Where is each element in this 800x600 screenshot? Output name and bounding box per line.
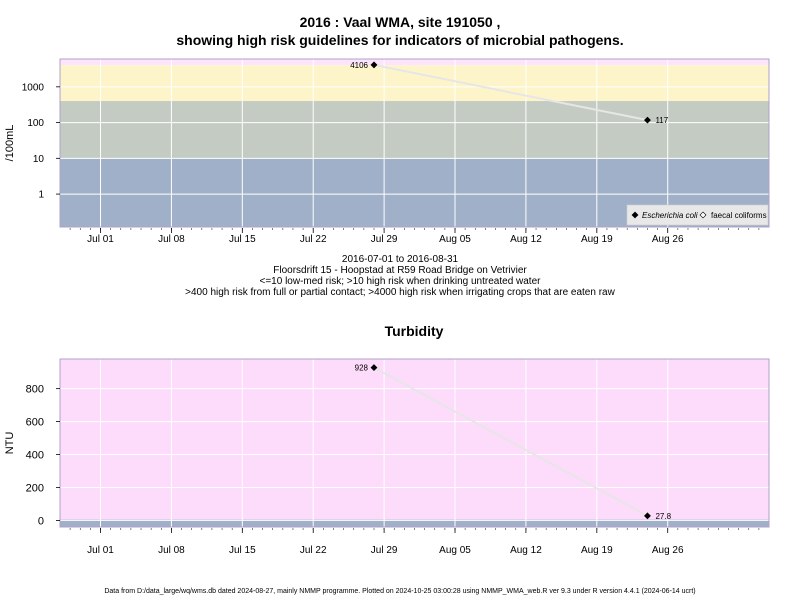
date-range-caption: 2016-07-01 to 2016-08-31 bbox=[341, 254, 459, 265]
x-tick-label: Aug 19 bbox=[581, 234, 613, 245]
x-tick-label: Jul 08 bbox=[158, 234, 185, 245]
chart-title-line2: showing high risk guidelines for indicat… bbox=[176, 32, 624, 48]
turbidity-data-label: 27.8 bbox=[655, 512, 671, 521]
y-tick-label: 10 bbox=[33, 154, 45, 165]
x-tick-label: Jul 15 bbox=[229, 545, 256, 556]
y-tick-label: 400 bbox=[26, 450, 44, 462]
drinking-guideline-caption: <=10 low-med risk; >10 high risk when dr… bbox=[259, 276, 541, 287]
x-tick-label: Jul 22 bbox=[300, 234, 327, 245]
y-tick-label: 200 bbox=[26, 482, 44, 494]
legend-ecoli-marker bbox=[631, 211, 639, 219]
x-tick-label: Aug 26 bbox=[652, 234, 684, 245]
ecoli-chart: 1 10 100 1000/100mL Jul 01 Jul 08 Jul 15 Jul 22… bbox=[4, 58, 770, 245]
risk-band-very-high bbox=[60, 59, 769, 66]
ecoli-data-label: 4106 bbox=[350, 61, 368, 70]
risk-band-high-contact bbox=[60, 101, 769, 159]
x-tick-label: Jul 01 bbox=[87, 545, 114, 556]
y-tick-label: 600 bbox=[26, 417, 44, 429]
plot-frame bbox=[59, 358, 770, 528]
site-caption: Floorsdrift 15 - Hoopstad at R59 Road Br… bbox=[273, 265, 527, 276]
x-tick-label: Jul 29 bbox=[371, 234, 398, 245]
turbidity-title: Turbidity bbox=[385, 323, 444, 339]
contact-guideline-caption: >400 high risk from full or partial cont… bbox=[185, 287, 615, 298]
x-tick-label: Jul 01 bbox=[87, 234, 114, 245]
y-axis-label: NTU bbox=[4, 432, 16, 455]
turbidity-point bbox=[644, 512, 651, 520]
turbidity-chart: Turbidity 0 200 400 600 800 NTU Jul 01 Jul 08 Jul… bbox=[4, 323, 770, 556]
x-tick-label: Aug 12 bbox=[510, 545, 542, 556]
x-tick-label: Jul 22 bbox=[300, 545, 327, 556]
x-tick-label: Aug 19 bbox=[581, 545, 613, 556]
y-tick-label: 100 bbox=[27, 118, 44, 129]
plot-frame bbox=[59, 58, 770, 228]
x-tick-label: Jul 15 bbox=[229, 234, 256, 245]
ecoli-data-label: 117 bbox=[655, 116, 668, 125]
ecoli-point bbox=[370, 61, 378, 69]
turbidity-data-label: 928 bbox=[355, 364, 369, 373]
x-tick-label: Aug 12 bbox=[510, 234, 542, 245]
y-axis-label: /100mL bbox=[4, 125, 16, 162]
chart-title-line1: 2016 : Vaal WMA, site 191050 , bbox=[299, 14, 501, 30]
x-tick-label: Aug 05 bbox=[439, 545, 471, 556]
legend-box bbox=[626, 204, 769, 226]
turbidity-background bbox=[60, 359, 769, 527]
x-tick-label: Jul 08 bbox=[158, 545, 185, 556]
turbidity-series-line bbox=[373, 366, 648, 517]
y-tick-label: 0 bbox=[38, 515, 44, 527]
legend-faecal-marker bbox=[699, 211, 707, 219]
footer-note: Data from D:/data_large/wq/wms.db dated … bbox=[104, 588, 696, 595]
turbidity-point bbox=[370, 364, 378, 371]
legend-ecoli-label: Escherichia coli bbox=[642, 211, 698, 220]
y-tick-label: 1 bbox=[38, 190, 44, 201]
ecoli-series-line bbox=[373, 63, 648, 122]
legend-faecal-label: faecal coliforms bbox=[711, 211, 767, 220]
turbidity-baseline-band bbox=[60, 519, 769, 527]
x-tick-label: Aug 26 bbox=[652, 545, 684, 556]
x-tick-label: Aug 05 bbox=[439, 234, 471, 245]
y-tick-label: 800 bbox=[26, 384, 44, 396]
risk-band-high-irrigation bbox=[60, 65, 769, 102]
ecoli-point bbox=[644, 116, 651, 124]
x-tick-label: Jul 29 bbox=[371, 545, 398, 556]
y-tick-label: 1000 bbox=[22, 82, 45, 93]
